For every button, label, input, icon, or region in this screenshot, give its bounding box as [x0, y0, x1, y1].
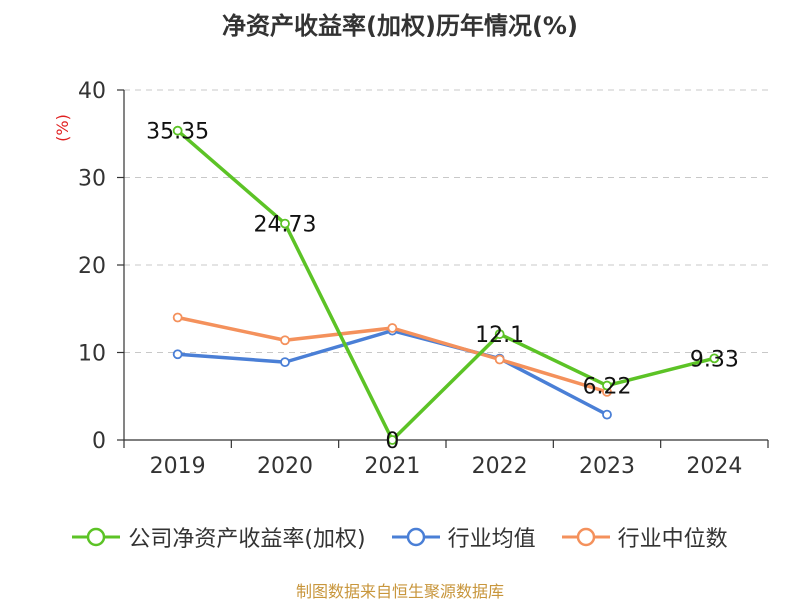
data-point [172, 349, 183, 360]
data-point [172, 312, 183, 323]
data-point [280, 335, 290, 346]
y-axis-label: (%) [53, 114, 72, 142]
legend-item: 行业中位数 [561, 521, 728, 553]
data-point [280, 357, 290, 368]
x-tick-labels: 2019 2020 2021 2022 2023 2024 [150, 454, 743, 479]
data-point [494, 329, 505, 340]
chart-title: 净资产收益率(加权)历年情况(%) [222, 12, 578, 40]
data-label: 6.22 [583, 375, 632, 400]
grid-lines [124, 89, 768, 353]
x-tick-label: 2020 [257, 454, 313, 479]
legend-item: 公司净资产收益率(加权) [72, 521, 366, 553]
data-label: 12.1 [475, 323, 524, 348]
axes [117, 89, 769, 448]
legend-label: 行业均值 [447, 527, 536, 552]
data-point [172, 125, 183, 136]
source-note: 制图数据来自恒生聚源数据库 [295, 582, 504, 601]
data-label: 35.35 [146, 120, 209, 145]
data-point [602, 380, 612, 391]
y-tick-label: 20 [78, 254, 106, 279]
data-labels: 35.35 24.73 0 12.1 6.22 9.33 [146, 120, 739, 454]
y-tick-labels: 0 10 20 30 40 [78, 79, 106, 454]
x-tick-label: 2022 [472, 454, 528, 479]
y-tick-label: 30 [78, 167, 106, 192]
y-tick-label: 10 [78, 342, 106, 367]
data-point [494, 354, 505, 365]
legend-marker-icon [72, 527, 121, 547]
data-point [387, 323, 398, 333]
y-tick-label: 40 [78, 79, 106, 104]
legend-item: 行业均值 [391, 521, 536, 553]
legend-label: 行业中位数 [617, 527, 728, 552]
series-lines [172, 125, 720, 445]
legend-marker-icon [561, 527, 610, 547]
x-tick-label: 2024 [686, 454, 742, 479]
data-label: 9.33 [690, 347, 739, 372]
x-tick-label: 2023 [579, 454, 635, 479]
data-label: 0 [385, 429, 399, 454]
x-tick-label: 2021 [364, 454, 420, 479]
legend-marker-icon [391, 527, 440, 547]
data-label: 24.73 [254, 213, 317, 238]
legend-label: 公司净资产收益率(加权) [128, 527, 366, 552]
series-line [176, 129, 715, 442]
data-point [602, 409, 612, 420]
data-point [709, 353, 720, 364]
line-chart: 0 10 20 30 40 2019 2020 2021 2022 2023 2024 (%) 3… [53, 79, 769, 479]
data-point [387, 435, 398, 445]
legend: 公司净资产收益率(加权) 行业均值 行业中位数 [0, 520, 800, 554]
data-point [280, 218, 290, 229]
y-tick-label: 0 [92, 429, 106, 454]
x-tick-label: 2019 [150, 454, 206, 479]
